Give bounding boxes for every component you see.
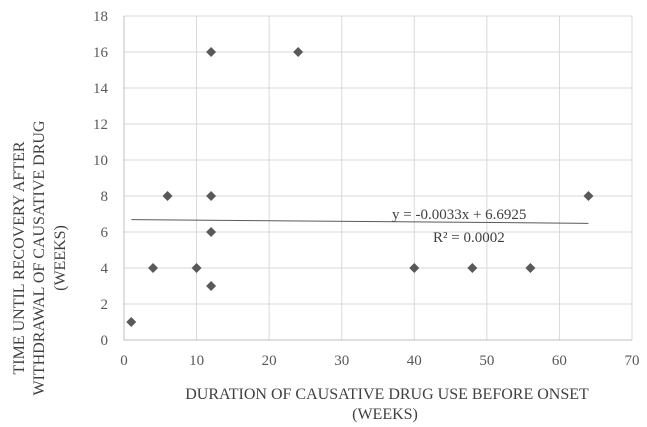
x-tick-label: 10 (189, 353, 204, 369)
y-tick-label: 0 (101, 333, 109, 349)
trendline (131, 219, 589, 224)
data-point (409, 263, 420, 273)
trendline-group (131, 219, 589, 224)
data-point (525, 263, 536, 273)
y-tick-labels: 0 2 4 6 8 10 12 14 16 18 (93, 9, 109, 349)
gridlines (124, 15, 633, 340)
data-point (583, 191, 594, 201)
y-tick-label: 14 (93, 81, 109, 97)
y-tick-label: 10 (93, 153, 108, 169)
data-point (467, 263, 478, 273)
y-tick-label: 2 (101, 297, 109, 313)
x-tick-label: 60 (552, 353, 567, 369)
data-point (126, 317, 137, 327)
x-tick-label: 50 (479, 353, 494, 369)
trendline-r-squared: R² = 0.0002 (433, 230, 505, 246)
data-point (162, 191, 173, 201)
y-axis-title: TIME UNTIL RECOVERY AFTER WITHDRAWAL OF … (11, 120, 69, 395)
y-axis-title-line3: (WEEKS) (52, 225, 69, 291)
data-point (148, 263, 159, 273)
x-axis-title-line1: DURATION OF CAUSATIVE DRUG USE BEFORE ON… (185, 386, 589, 403)
data-point (206, 47, 217, 57)
x-tick-labels: 0 10 20 30 40 50 60 70 (120, 353, 639, 369)
data-point (191, 263, 202, 273)
y-axis-title-line2: WITHDRAWAL OF CAUSATIVE DRUG (31, 120, 48, 395)
data-point (206, 281, 217, 291)
y-tick-label: 4 (101, 261, 109, 277)
x-tick-label: 70 (625, 353, 640, 369)
y-tick-label: 12 (93, 117, 108, 133)
y-tick-label: 6 (101, 225, 109, 241)
data-point (206, 191, 217, 201)
y-tick-label: 18 (93, 9, 108, 25)
x-axis-title-line2: (WEEKS) (352, 406, 418, 423)
data-points (126, 47, 594, 327)
y-tick-label: 16 (93, 45, 109, 61)
data-point (206, 227, 217, 237)
trendline-equation: y = -0.0033x + 6.6925 (392, 207, 526, 223)
x-tick-label: 30 (334, 353, 349, 369)
x-tick-label: 0 (120, 353, 128, 369)
x-tick-label: 20 (262, 353, 277, 369)
x-tick-label: 40 (407, 353, 422, 369)
axes (123, 16, 632, 341)
data-point (293, 47, 304, 57)
y-tick-label: 8 (101, 189, 109, 205)
y-axis-title-line1: TIME UNTIL RECOVERY AFTER (11, 141, 28, 374)
